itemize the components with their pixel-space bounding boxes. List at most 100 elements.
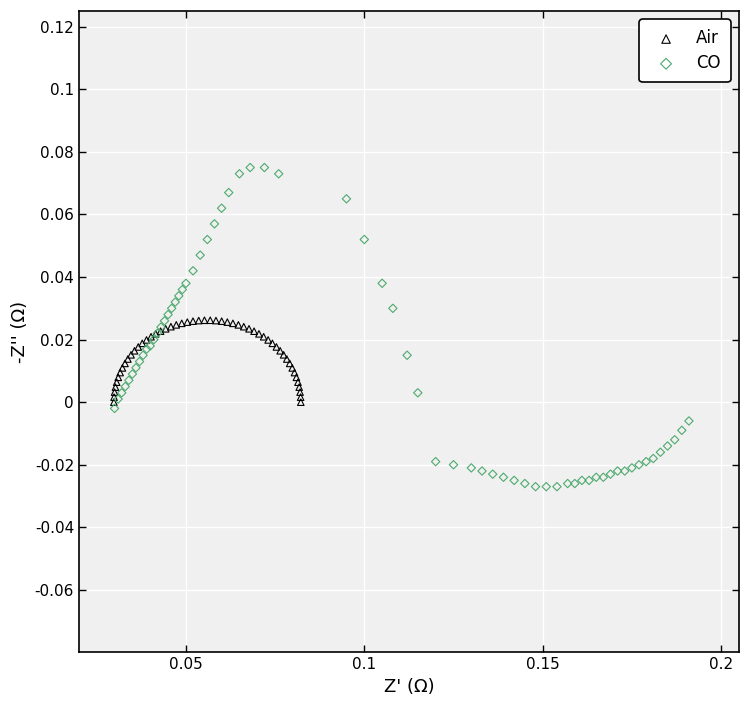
Air — [216, 315, 228, 327]
CO — [144, 340, 156, 351]
CO — [180, 278, 192, 289]
CO — [540, 481, 552, 492]
CO — [412, 387, 424, 399]
CO — [273, 168, 285, 180]
Y-axis label: -Z'' (Ω): -Z'' (Ω) — [11, 300, 29, 363]
Air — [286, 362, 298, 373]
Air — [210, 315, 222, 326]
CO — [376, 278, 388, 289]
CO — [669, 434, 681, 445]
Air — [154, 325, 166, 337]
Air — [145, 331, 157, 342]
CO — [647, 453, 659, 464]
CO — [358, 234, 370, 245]
Air — [140, 334, 152, 346]
Air — [271, 341, 283, 353]
Air — [293, 382, 305, 393]
Air — [170, 320, 182, 331]
Air — [278, 349, 290, 361]
CO — [387, 303, 399, 314]
CO — [194, 250, 206, 261]
CO — [130, 362, 142, 373]
CO — [209, 218, 220, 230]
CO — [137, 349, 149, 361]
Air — [266, 338, 278, 349]
Legend: Air, CO: Air, CO — [640, 20, 730, 82]
CO — [259, 162, 271, 173]
Air — [182, 317, 194, 328]
Air — [221, 317, 233, 328]
Air — [204, 315, 216, 326]
CO — [604, 469, 616, 480]
CO — [568, 478, 580, 489]
Air — [294, 387, 306, 398]
CO — [476, 465, 488, 477]
Air — [119, 358, 131, 369]
Air — [176, 317, 188, 329]
Air — [295, 392, 307, 403]
Air — [227, 317, 239, 329]
Air — [295, 397, 307, 408]
Air — [289, 367, 301, 378]
Air — [280, 354, 292, 365]
Air — [125, 349, 137, 361]
CO — [127, 368, 139, 380]
CO — [530, 481, 542, 492]
CO — [162, 309, 174, 320]
CO — [590, 472, 602, 483]
CO — [551, 481, 563, 492]
Air — [111, 377, 123, 388]
Air — [243, 323, 255, 334]
Air — [232, 320, 244, 331]
CO — [448, 459, 460, 470]
CO — [172, 290, 184, 301]
CO — [430, 456, 442, 467]
CO — [465, 462, 477, 474]
CO — [562, 478, 574, 489]
CO — [187, 265, 199, 276]
CO — [683, 415, 695, 426]
Air — [108, 397, 120, 408]
CO — [141, 344, 153, 355]
Air — [187, 315, 199, 327]
CO — [576, 474, 588, 486]
CO — [244, 162, 256, 173]
Air — [108, 392, 120, 403]
Air — [122, 354, 134, 365]
Air — [290, 372, 302, 383]
CO — [170, 296, 182, 308]
CO — [152, 328, 164, 339]
CO — [487, 469, 499, 480]
CO — [148, 334, 160, 345]
CO — [158, 315, 170, 327]
CO — [626, 462, 638, 474]
Air — [150, 328, 162, 339]
CO — [497, 472, 509, 483]
CO — [611, 465, 623, 477]
CO — [640, 456, 652, 467]
Air — [262, 334, 274, 346]
CO — [215, 203, 227, 214]
CO — [112, 393, 125, 404]
Air — [248, 325, 260, 337]
CO — [401, 349, 413, 361]
CO — [119, 381, 131, 392]
Air — [112, 372, 125, 383]
Air — [258, 331, 270, 342]
CO — [233, 168, 245, 180]
CO — [123, 375, 135, 386]
CO — [662, 440, 674, 452]
Air — [116, 362, 128, 373]
Air — [165, 321, 177, 332]
CO — [583, 474, 595, 486]
CO — [519, 478, 531, 489]
Air — [160, 323, 172, 334]
CO — [676, 425, 688, 436]
CO — [166, 303, 178, 314]
Air — [110, 382, 122, 393]
Air — [132, 341, 144, 353]
Air — [284, 358, 296, 369]
Air — [199, 315, 211, 326]
CO — [619, 465, 631, 477]
X-axis label: Z' (Ω): Z' (Ω) — [383, 678, 434, 696]
